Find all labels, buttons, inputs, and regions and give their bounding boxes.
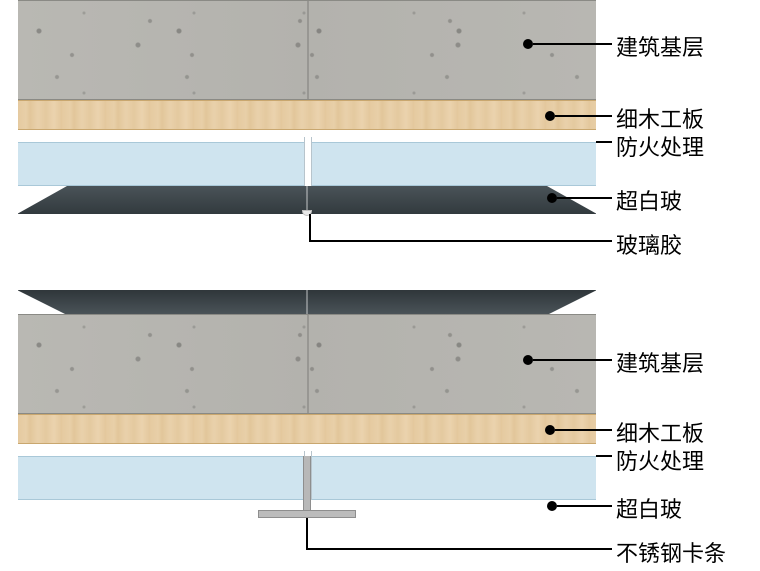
section-bottom: 建筑基层 细木工板 防火处理 超白玻 不锈钢卡条 [0,290,760,570]
leader-dot [547,501,557,511]
leader-line [557,505,612,507]
label-clip: 不锈钢卡条 [616,536,726,568]
label-fireproof: 防火处理 [616,444,704,476]
label-glass: 超白玻 [616,492,682,524]
leader-dot [523,39,533,49]
label-concrete: 建筑基层 [616,30,704,62]
leader-dot [545,111,555,121]
leader-dot [545,425,555,435]
leader-elbow-v [306,518,308,549]
clip-stem [303,456,311,518]
chamfer-edge [18,290,596,314]
label-sealant: 玻璃胶 [616,228,682,260]
leader-elbow-h [306,548,612,550]
leader-elbow-v [309,214,311,241]
clip-flange [258,510,356,518]
leader-line [555,115,612,117]
label-concrete: 建筑基层 [616,346,704,378]
leader-line [555,429,612,431]
leader-line [533,43,612,45]
layer-concrete [18,314,596,414]
leader-line [596,455,612,457]
section-top: 建筑基层 细木工板 防火处理 超白玻 玻璃胶 [0,0,760,260]
layer-wood [18,414,596,444]
leader-line [557,197,612,199]
leader-dot [547,193,557,203]
leader-dot [523,355,533,365]
label-fireproof: 防火处理 [616,130,704,162]
leader-line [533,359,612,361]
leader-line [596,141,612,143]
layer-concrete [18,0,596,100]
layer-glass [18,142,596,186]
leader-elbow-h [309,240,612,242]
layer-wood [18,100,596,130]
label-glass: 超白玻 [616,184,682,216]
